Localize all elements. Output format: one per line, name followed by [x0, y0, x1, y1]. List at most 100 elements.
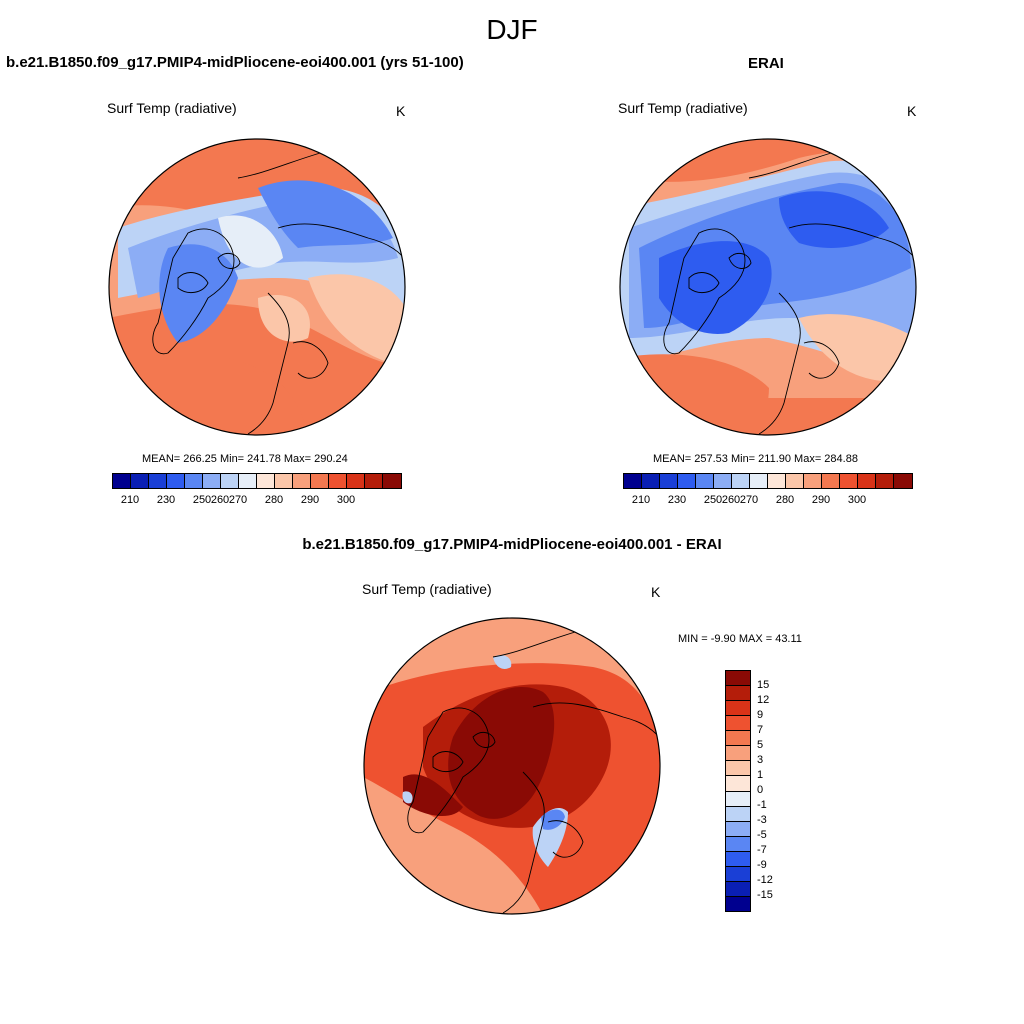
panel3-colorbar-tick-label: -5 [757, 829, 767, 841]
panel3-colorbar-swatch [726, 866, 750, 882]
panel1-colorbar-swatch [365, 474, 383, 488]
panel1-colorbar-tick-label: 290 [300, 494, 320, 506]
panel3-stats: MIN = -9.90 MAX = 43.11 [678, 633, 802, 645]
panel3-colorbar-tick-label: -3 [757, 814, 767, 826]
panel3-colorbar-swatch [726, 731, 750, 747]
panel1-polar-map [108, 138, 406, 436]
panel2-colorbar-swatch [876, 474, 894, 488]
panel1-colorbar-swatch [239, 474, 257, 488]
panel3-colorbar-swatch [726, 851, 750, 867]
panel3-colorbar-tick-label: 12 [757, 694, 770, 706]
panel1-stats: MEAN= 266.25 Min= 241.78 Max= 290.24 [142, 453, 348, 465]
panel3-title: b.e21.B1850.f09_g17.PMIP4-midPliocene-eo… [302, 536, 722, 553]
panel2-stats: MEAN= 257.53 Min= 211.90 Max= 284.88 [653, 453, 858, 465]
panel1-colorbar-tick-label: 270 [228, 494, 248, 506]
panel2-colorbar-swatch [750, 474, 768, 488]
panel1-colorbar-swatch [383, 474, 401, 488]
panel1-units-label: K [396, 103, 406, 119]
panel2-colorbar-swatch [786, 474, 804, 488]
panel3-colorbar-swatch [726, 746, 750, 762]
figure-title: DJF [486, 14, 538, 45]
panel2-colorbar-tick-label: 250 [703, 494, 723, 506]
panel2-colorbar-ticks: 210 230 250 260 270 280 290 300 [623, 494, 911, 508]
panel3-colorbar-tick-label: 5 [757, 739, 764, 751]
panel3-colorbar-swatch [726, 686, 750, 702]
panel3-colorbar-swatch [726, 881, 750, 897]
panel3-colorbar-ticks: 15 12 9 7 5 3 1 0 -1 -3 -5 -7 -9 -12 -15 [757, 670, 787, 910]
panel1-colorbar-tick-label: 230 [156, 494, 176, 506]
panel2-units-label: K [907, 103, 917, 119]
panel2-colorbar-tick-label: 280 [775, 494, 795, 506]
panel3-colorbar-tick-label: -9 [757, 859, 767, 871]
panel3-colorbar-swatch [726, 896, 750, 911]
panel2-colorbar-tick-label: 300 [847, 494, 867, 506]
panel3-colorbar-tick-label: -7 [757, 844, 767, 856]
panel1-colorbar-tick-label: 210 [120, 494, 140, 506]
panel2-colorbar-swatch [660, 474, 678, 488]
panel1-colorbar-swatch [113, 474, 131, 488]
panel1-colorbar-swatch [275, 474, 293, 488]
panel2-colorbar-tick-label: 260 [721, 494, 741, 506]
panel2-colorbar-swatch [642, 474, 660, 488]
panel1-colorbar [112, 473, 402, 489]
panel1-colorbar-swatch [221, 474, 239, 488]
panel3-variable-label: Surf Temp (radiative) [362, 581, 492, 597]
panel1-colorbar-swatch [293, 474, 311, 488]
panel2-colorbar-swatch [714, 474, 732, 488]
panel2-colorbar-swatch [678, 474, 696, 488]
panel1-colorbar-swatch [329, 474, 347, 488]
panel2-colorbar-swatch [768, 474, 786, 488]
panel3-units-label: K [651, 584, 661, 600]
panel3-colorbar-swatch [726, 761, 750, 777]
panel1-colorbar-swatch [131, 474, 149, 488]
panel2-colorbar-swatch [894, 474, 912, 488]
panel2-colorbar-swatch [858, 474, 876, 488]
panel2-title: ERAI [748, 55, 784, 72]
panel2-colorbar [623, 473, 913, 489]
panel1-colorbar-swatch [257, 474, 275, 488]
panel1-colorbar-swatch [149, 474, 167, 488]
panel2-colorbar-tick-label: 230 [667, 494, 687, 506]
panel3-colorbar-swatch [726, 791, 750, 807]
panel3-colorbar-tick-label: 7 [757, 724, 764, 736]
panel3-colorbar-tick-label: -15 [757, 889, 773, 901]
panel1-colorbar-ticks: 210 230 250 260 270 280 290 300 [112, 494, 400, 508]
panel3-colorbar-swatch [726, 701, 750, 717]
panel2-colorbar-swatch [696, 474, 714, 488]
panel1-colorbar-tick-label: 300 [336, 494, 356, 506]
panel2-colorbar-swatch [822, 474, 840, 488]
panel1-colorbar-swatch [347, 474, 365, 488]
panel2-variable-label: Surf Temp (radiative) [618, 100, 748, 116]
panel2-colorbar-swatch [804, 474, 822, 488]
panel1-colorbar-tick-label: 250 [192, 494, 212, 506]
panel3-colorbar-swatch [726, 806, 750, 822]
panel1-colorbar-tick-label: 280 [264, 494, 284, 506]
panel3-colorbar-swatch [726, 716, 750, 732]
panel3-polar-map [363, 617, 661, 915]
panel2-colorbar-swatch [732, 474, 750, 488]
panel1-colorbar-swatch [185, 474, 203, 488]
panel1-colorbar-swatch [167, 474, 185, 488]
panel3-colorbar-tick-label: 1 [757, 769, 764, 781]
panel3-colorbar-tick-label: 9 [757, 709, 764, 721]
panel2-colorbar-tick-label: 290 [811, 494, 831, 506]
panel3-colorbar [725, 670, 751, 912]
panel3-colorbar-swatch [726, 776, 750, 792]
panel3-colorbar-tick-label: 15 [757, 679, 770, 691]
panel3-colorbar-swatch [726, 836, 750, 852]
panel3-colorbar-tick-label: -1 [757, 799, 767, 811]
panel3-colorbar-swatch [726, 671, 750, 687]
panel2-colorbar-swatch [624, 474, 642, 488]
panel1-variable-label: Surf Temp (radiative) [107, 100, 237, 116]
panel1-colorbar-swatch [311, 474, 329, 488]
panel1-colorbar-swatch [203, 474, 221, 488]
panel2-colorbar-swatch [840, 474, 858, 488]
panel3-colorbar-tick-label: 0 [757, 784, 764, 796]
panel2-colorbar-tick-label: 270 [739, 494, 759, 506]
panel1-title: b.e21.B1850.f09_g17.PMIP4-midPliocene-eo… [6, 54, 464, 71]
panel3-colorbar-swatch [726, 821, 750, 837]
panel1-colorbar-tick-label: 260 [210, 494, 230, 506]
panel2-colorbar-tick-label: 210 [631, 494, 651, 506]
panel2-polar-map [619, 138, 917, 436]
panel3-colorbar-tick-label: 3 [757, 754, 764, 766]
